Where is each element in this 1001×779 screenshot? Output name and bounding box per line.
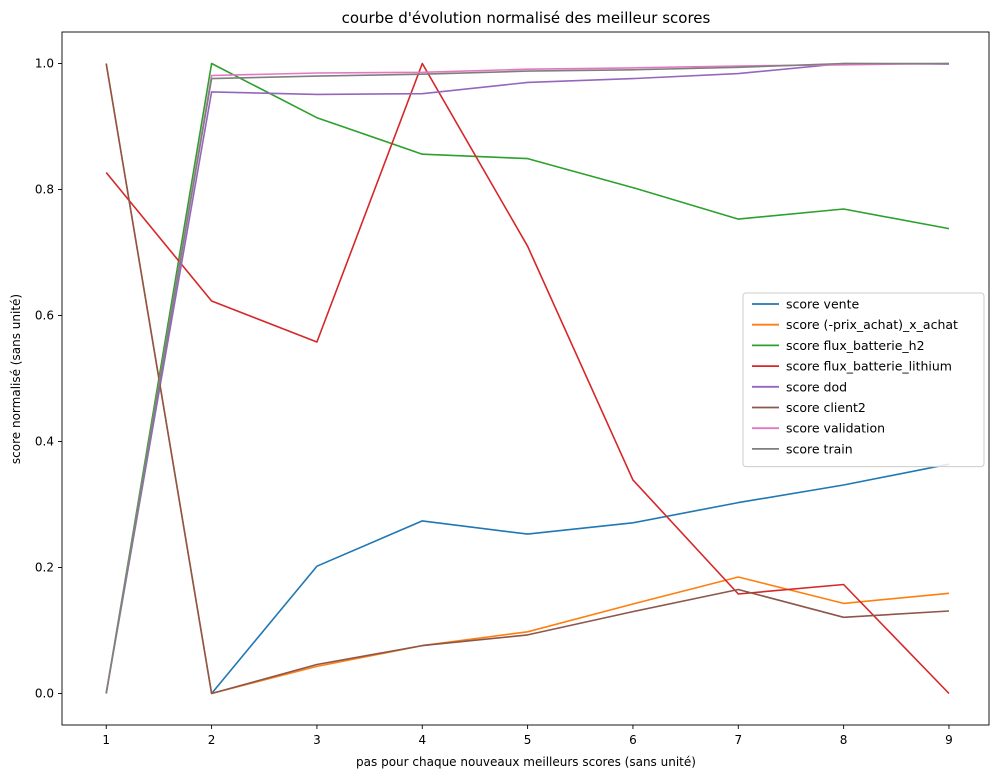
x-tick-label: 2 [208, 733, 216, 747]
series-line-0 [210, 463, 950, 695]
legend-label-6: score validation [786, 421, 885, 436]
y-tick-label: 1.0 [35, 57, 54, 71]
x-tick-label: 9 [945, 733, 953, 747]
x-tick-label: 1 [102, 733, 110, 747]
x-tick-label: 5 [524, 733, 532, 747]
y-tick-label: 0.2 [35, 561, 54, 575]
series-line-3 [105, 62, 950, 695]
legend-label-7: score train [786, 441, 853, 456]
series-line-4 [105, 62, 950, 694]
x-tick-label: 4 [418, 733, 426, 747]
legend-label-2: score flux_batterie_h2 [786, 338, 925, 353]
legend: score vente score (-prix_achat)_x_achatsc… [742, 292, 985, 468]
series-line-7 [105, 62, 949, 694]
y-axis-label: score normalisé (sans unité) [9, 294, 23, 464]
plot-area: 1 2 3 4 5 6 7 8 9 0.0 0.2 0.4 0.6 0.8 1.0 [35, 31, 990, 747]
legend-label-0: score vente [786, 297, 859, 312]
legend-label-5: score client2 [786, 400, 866, 415]
x-axis-label: pas pour chaque nouveaux meilleurs score… [356, 755, 696, 769]
y-tick-label: 0.0 [35, 687, 54, 701]
legend-label-3: score flux_batterie_lithium [786, 359, 952, 374]
x-tick-label: 3 [313, 733, 321, 747]
axes-frame [61, 31, 990, 726]
x-tick-label: 6 [629, 733, 637, 747]
series-line-2 [105, 62, 950, 694]
x-tick-label: 7 [734, 733, 742, 747]
y-tick-label: 0.4 [35, 435, 54, 449]
chart-title: courbe d'évolution normalisé des meilleu… [342, 9, 711, 27]
y-tick-label: 0.6 [35, 309, 54, 323]
y-tick-label: 0.8 [35, 183, 54, 197]
legend-label-1: score (-prix_achat)_x_achat [786, 317, 958, 332]
legend-box [742, 292, 985, 468]
x-tick-label: 8 [840, 733, 848, 747]
legend-label-4: score dod [786, 379, 847, 394]
series-line-5 [105, 63, 950, 695]
